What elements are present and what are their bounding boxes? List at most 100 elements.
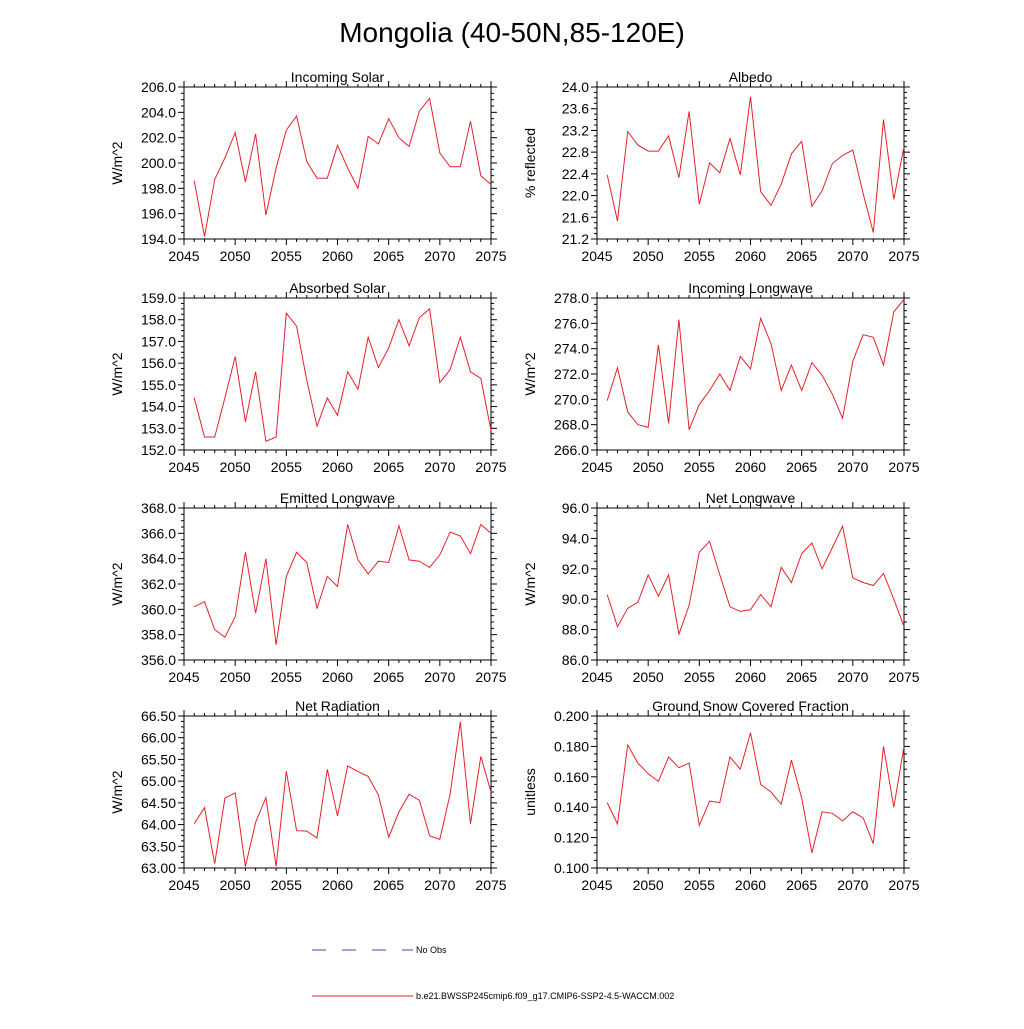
x-tick-label: 2065: [373, 248, 404, 264]
x-tick-label: 2065: [786, 459, 817, 475]
y-tick-label: 154.0: [141, 399, 176, 415]
x-tick-label: 2050: [633, 459, 664, 475]
y-tick-label: 202.0: [141, 130, 176, 146]
series-line: [193, 722, 492, 867]
x-tick-label: 2060: [322, 669, 353, 685]
y-tick-label: 0.160: [554, 769, 589, 785]
y-tick-label: 152.0: [141, 442, 176, 458]
y-tick-label: 204.0: [141, 104, 176, 120]
y-axis-label: W/m^2: [109, 770, 125, 813]
y-tick-label: 0.180: [554, 738, 589, 754]
x-tick-label: 2060: [735, 248, 766, 264]
y-axis-label: W/m^2: [522, 562, 538, 605]
figure-title: Mongolia (40-50N,85-120E): [339, 17, 685, 48]
y-tick-label: 65.50: [141, 751, 176, 767]
y-tick-label: 368.0: [141, 500, 176, 516]
x-tick-label: 2065: [373, 459, 404, 475]
y-tick-label: 88.0: [562, 622, 589, 638]
y-axis-label: W/m^2: [109, 352, 125, 395]
panel-title: Ground Snow Covered Fraction: [652, 698, 849, 714]
y-tick-label: 65.00: [141, 773, 176, 789]
y-tick-label: 272.0: [554, 366, 589, 382]
x-tick-label: 2050: [633, 877, 664, 893]
y-tick-label: 266.0: [554, 442, 589, 458]
y-tick-label: 94.0: [562, 530, 589, 546]
y-tick-label: 200.0: [141, 155, 176, 171]
x-tick-label: 2060: [322, 248, 353, 264]
x-tick-label: 2075: [475, 459, 506, 475]
y-tick-label: 206.0: [141, 79, 176, 95]
x-tick-label: 2050: [220, 669, 251, 685]
y-tick-label: 63.50: [141, 838, 176, 854]
y-tick-label: 23.2: [562, 122, 589, 138]
series-line: [193, 97, 492, 237]
x-tick-label: 2055: [684, 248, 715, 264]
x-tick-label: 2045: [581, 669, 612, 685]
x-tick-label: 2055: [684, 877, 715, 893]
x-tick-label: 2070: [837, 248, 868, 264]
chart-absorbed-solar: Absorbed Solar W/m^2 152.0 153.0 154.0 155.0 1…: [109, 280, 507, 475]
series-line: [606, 96, 905, 233]
legend-label-no-obs: No Obs: [416, 945, 447, 955]
x-tick-label: 2065: [373, 669, 404, 685]
x-tick-label: 2065: [373, 877, 404, 893]
y-tick-label: 0.200: [554, 708, 589, 724]
x-tick-label: 2060: [322, 877, 353, 893]
x-tick-label: 2055: [684, 669, 715, 685]
y-tick-label: 22.4: [562, 166, 589, 182]
x-tick-label: 2070: [424, 248, 455, 264]
series-line: [606, 732, 905, 853]
x-tick-label: 2050: [220, 248, 251, 264]
series-line: [193, 307, 492, 443]
panel-title: Net Longwave: [706, 490, 796, 506]
chart-incoming-longwave: Incoming Longwave W/m^2 266.0 268.0 270.0 272…: [522, 280, 920, 475]
x-tick-label: 2055: [271, 459, 302, 475]
y-tick-label: 86.0: [562, 652, 589, 668]
panel-title: Incoming Longwave: [688, 280, 813, 296]
x-tick-label: 2045: [581, 459, 612, 475]
x-tick-label: 2070: [424, 877, 455, 893]
series-line: [606, 524, 905, 637]
x-tick-label: 2070: [837, 669, 868, 685]
x-tick-label: 2045: [168, 669, 199, 685]
y-tick-label: 64.00: [141, 817, 176, 833]
x-tick-label: 2055: [271, 248, 302, 264]
x-tick-label: 2065: [786, 248, 817, 264]
x-tick-label: 2045: [168, 459, 199, 475]
panel-title: Net Radiation: [295, 698, 380, 714]
y-tick-label: 92.0: [562, 561, 589, 577]
y-tick-label: 268.0: [554, 417, 589, 433]
y-axis-label: W/m^2: [109, 141, 125, 184]
chart-incoming-solar: Incoming Solar W/m^2 194.0 196.0 198.0 200.0 2…: [109, 69, 507, 264]
y-tick-label: 157.0: [141, 333, 176, 349]
x-tick-label: 2075: [475, 669, 506, 685]
x-tick-label: 2075: [888, 877, 919, 893]
y-axis-label: % reflected: [522, 128, 538, 198]
y-axis-label: W/m^2: [109, 562, 125, 605]
x-tick-label: 2050: [220, 877, 251, 893]
y-tick-label: 96.0: [562, 500, 589, 516]
y-tick-label: 64.50: [141, 795, 176, 811]
y-tick-label: 362.0: [141, 576, 176, 592]
y-tick-label: 366.0: [141, 525, 176, 541]
y-tick-label: 278.0: [554, 290, 589, 306]
y-tick-label: 23.6: [562, 101, 589, 117]
y-tick-label: 0.100: [554, 860, 589, 876]
x-tick-label: 2050: [633, 669, 664, 685]
chart-net-radiation: Net Radiation W/m^2 63.00 63.50 64.00 64.50 65…: [109, 698, 507, 893]
y-tick-label: 158.0: [141, 312, 176, 328]
chart-panels: Incoming Solar W/m^2 194.0 196.0 198.0 200.0 2…: [109, 69, 920, 893]
x-tick-label: 2075: [888, 459, 919, 475]
series-line: [606, 298, 905, 430]
x-tick-label: 2060: [735, 459, 766, 475]
y-tick-label: 196.0: [141, 206, 176, 222]
x-tick-label: 2070: [837, 459, 868, 475]
x-tick-label: 2055: [684, 459, 715, 475]
y-tick-label: 21.6: [562, 209, 589, 225]
y-tick-label: 155.0: [141, 377, 176, 393]
x-tick-label: 2045: [168, 877, 199, 893]
legend-label-series: b.e21.BWSSP245cmip6.f09_g17.CMIP6-SSP2-4…: [416, 991, 674, 1001]
y-tick-label: 360.0: [141, 601, 176, 617]
y-tick-label: 364.0: [141, 551, 176, 567]
